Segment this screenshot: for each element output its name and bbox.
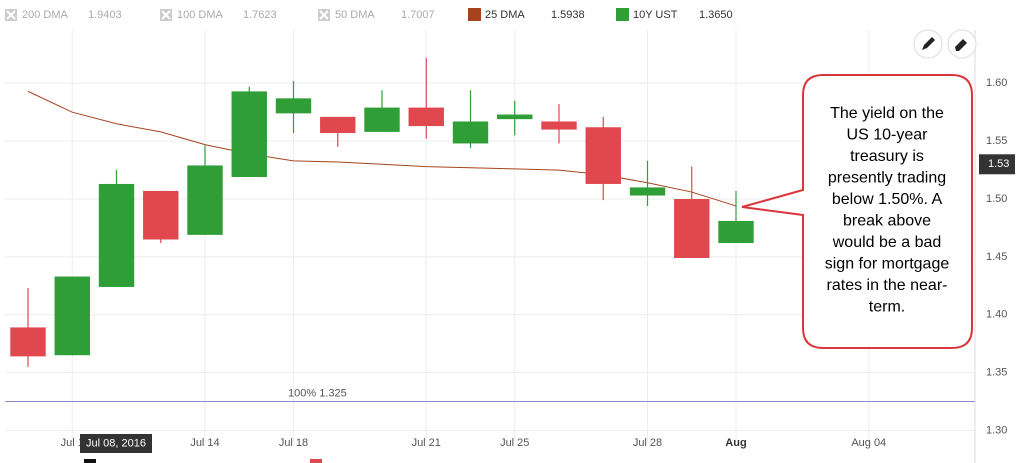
x-tick-label: Aug bbox=[725, 437, 746, 449]
x-tick-label: Jul 1 bbox=[61, 437, 84, 449]
callout-text: sign for mortgage bbox=[825, 256, 950, 273]
legend-item[interactable]: 50 DMA 1.7007 bbox=[318, 9, 435, 21]
y-tick-label: 1.30 bbox=[986, 424, 1007, 436]
tools bbox=[913, 29, 977, 59]
candle-body bbox=[629, 187, 666, 196]
y-tick-label: 1.55 bbox=[986, 135, 1007, 147]
legend-stub bbox=[310, 459, 322, 463]
callout-bubble bbox=[741, 74, 973, 349]
candle-body bbox=[585, 127, 621, 184]
y-tick-label: 1.60 bbox=[986, 77, 1007, 89]
candle-body bbox=[98, 183, 135, 287]
tooltip-box bbox=[80, 434, 152, 453]
candle-body bbox=[143, 190, 179, 240]
candle-body bbox=[275, 98, 312, 114]
eraser-icon bbox=[955, 39, 967, 51]
legend-value: 1.9403 bbox=[88, 9, 122, 21]
legend-item[interactable]: 200 DMA 1.9403 bbox=[5, 9, 122, 21]
legend-value: 1.7623 bbox=[243, 9, 277, 21]
candle-body bbox=[497, 114, 533, 120]
x-tick-label: Jul 14 bbox=[190, 437, 219, 449]
y-tick-label: 1.45 bbox=[986, 251, 1007, 263]
legend-name: 25 DMA bbox=[485, 9, 525, 21]
reference-label: 100% 1.325 bbox=[288, 387, 347, 399]
price-marker-label: 1.53 bbox=[988, 158, 1009, 170]
legend-value: 1.7007 bbox=[401, 9, 435, 21]
callout-text: treasury is bbox=[850, 148, 924, 165]
legend-swatch bbox=[616, 8, 629, 21]
candle-body bbox=[187, 165, 223, 235]
legend-x bbox=[161, 10, 171, 20]
candle-body bbox=[541, 121, 577, 130]
candle-body bbox=[231, 91, 267, 178]
legend-x bbox=[319, 10, 329, 20]
legend-stub bbox=[84, 459, 96, 463]
callout-text: break above bbox=[843, 213, 931, 230]
legend-value: 1.5938 bbox=[551, 9, 585, 21]
candle-body bbox=[452, 121, 489, 144]
legend-item[interactable]: 100 DMA 1.7623 bbox=[160, 9, 277, 21]
price-marker bbox=[979, 154, 1015, 175]
x-tick-label: Jul 28 bbox=[633, 437, 662, 449]
callout-text: rates in the near- bbox=[827, 277, 948, 294]
callout-text: US 10-year bbox=[847, 127, 929, 144]
y-tick-label: 1.50 bbox=[986, 193, 1007, 205]
x-tick-label: Jul 18 bbox=[279, 437, 308, 449]
callout-text: below 1.50%. A bbox=[832, 191, 943, 208]
y-tick-label: 1.35 bbox=[986, 366, 1007, 378]
candle-body bbox=[718, 220, 754, 243]
callout-text: term. bbox=[869, 299, 905, 316]
candle-body bbox=[10, 327, 46, 357]
legend-swatch bbox=[468, 8, 481, 21]
legend-name: 50 DMA bbox=[335, 9, 375, 21]
pencil-icon bbox=[922, 37, 935, 50]
candle-body bbox=[674, 199, 710, 259]
candle-body bbox=[408, 107, 444, 127]
x-tick-label: Jul 25 bbox=[500, 437, 529, 449]
legend-name: 10Y UST bbox=[633, 9, 678, 21]
callout-text: presently trading bbox=[828, 170, 946, 187]
legend-name: 100 DMA bbox=[177, 9, 224, 21]
candle-body bbox=[320, 116, 356, 134]
legend-item[interactable]: 25 DMA 1.5938 bbox=[468, 8, 585, 21]
x-tick-label: Aug 04 bbox=[851, 437, 886, 449]
x-tick-label: Jul 21 bbox=[412, 437, 441, 449]
callout-text: The yield on the bbox=[830, 105, 944, 122]
candle-body bbox=[54, 276, 90, 356]
callout-text: would be a bad bbox=[832, 234, 942, 251]
y-tick-label: 1.40 bbox=[986, 309, 1007, 321]
tooltip-text: Jul 08, 2016 bbox=[86, 437, 146, 449]
legend-x bbox=[6, 10, 16, 20]
candle-body bbox=[364, 107, 400, 132]
legend-value: 1.3650 bbox=[699, 9, 733, 21]
legend-item[interactable]: 10Y UST 1.3650 bbox=[616, 8, 733, 21]
legend-name: 200 DMA bbox=[22, 9, 69, 21]
